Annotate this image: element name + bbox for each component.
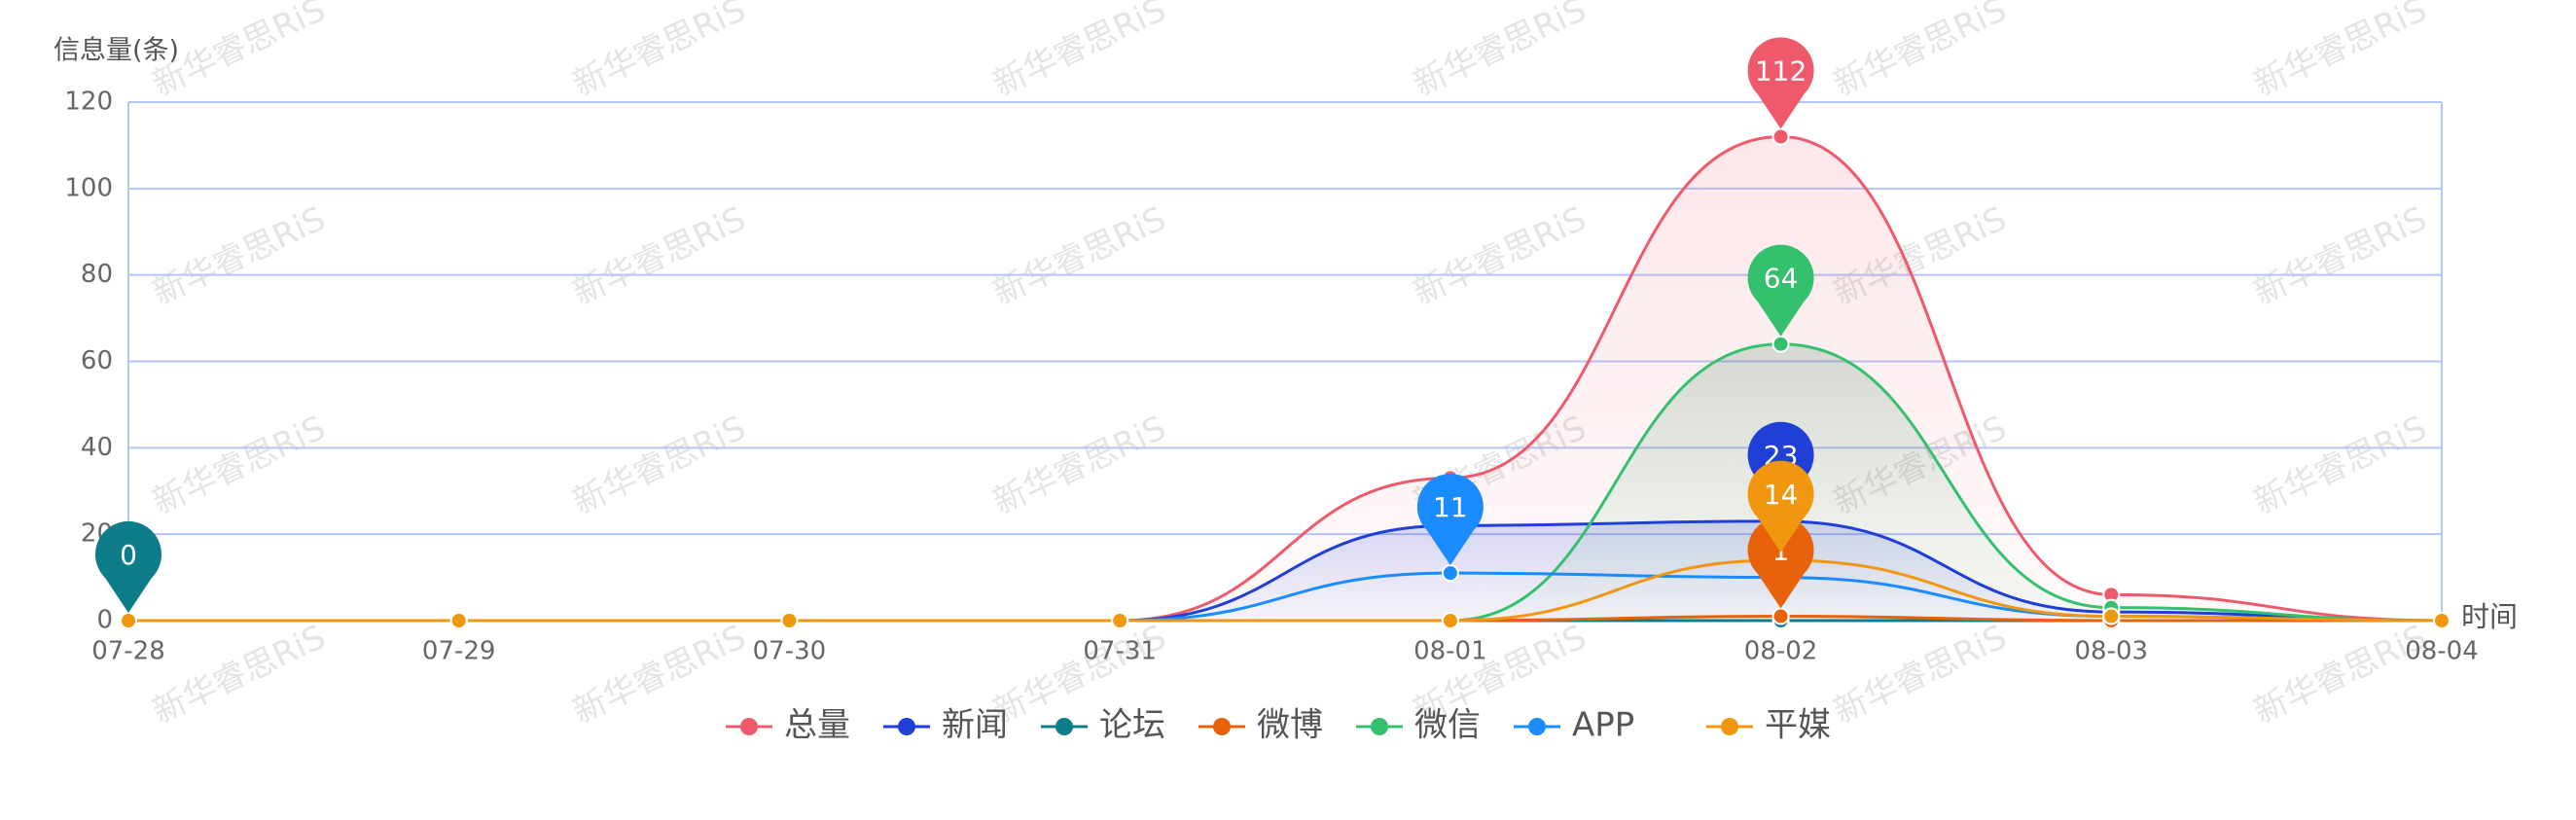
point: [2433, 612, 2451, 629]
y-tick-label: 40: [81, 433, 113, 462]
legend-swatch-dot: [1721, 718, 1738, 735]
legend-item: 平媒: [1706, 706, 1831, 745]
watermark: 新华睿思RiS: [147, 199, 332, 313]
max-pin: [1747, 37, 1814, 129]
watermark: 新华睿思RiS: [147, 409, 332, 522]
x-axis-title: 时间: [2461, 600, 2518, 633]
line: [127, 558, 2443, 623]
legend-label: 微博: [1257, 706, 1323, 745]
point: [780, 612, 799, 629]
y-tick-label: 100: [64, 173, 113, 202]
watermark: 新华睿思RiS: [1828, 0, 2013, 104]
watermark: 新华睿思RiS: [2248, 409, 2433, 522]
watermark: 新华睿思RiS: [987, 199, 1172, 313]
x-tick-label: 08-03: [2075, 637, 2149, 666]
point: [120, 612, 137, 629]
y-axis-title: 信息量(条): [54, 36, 179, 66]
legend-swatch-dot: [1055, 718, 1073, 735]
y-tick-label: 120: [64, 88, 113, 117]
legend-label: 平媒: [1765, 706, 1831, 745]
point: [1111, 612, 1129, 629]
line: [127, 135, 2443, 623]
watermark: 新华睿思RiS: [1408, 0, 1592, 104]
max-pin-label: 0: [120, 539, 137, 571]
y-tick-label: 60: [81, 346, 113, 375]
watermark: 新华睿思RiS: [567, 618, 752, 731]
watermark: 新华睿思RiS: [1408, 199, 1592, 313]
x-tick-label: 07-31: [1083, 637, 1157, 666]
watermark: 新华睿思RiS: [567, 409, 752, 522]
max-pin: [1747, 460, 1814, 553]
point: [1441, 612, 1459, 629]
point: [2102, 607, 2121, 625]
watermark: 新华睿思RiS: [987, 0, 1172, 104]
legend-label: APP: [1572, 706, 1634, 745]
watermark: 新华睿思RiS: [147, 618, 332, 731]
watermark: 新华睿思RiS: [2248, 0, 2433, 104]
legend-label: 微信: [1414, 706, 1481, 745]
max-pin: [1416, 474, 1484, 566]
point: [1771, 607, 1790, 625]
legend-swatch-dot: [1528, 718, 1546, 735]
legend-swatch-dot: [1213, 718, 1231, 735]
legend-label: 总量: [784, 706, 850, 745]
legend-swatch-dot: [740, 718, 758, 735]
legend-item: 论坛: [1041, 706, 1165, 745]
max-pin-label: 112: [1755, 55, 1807, 88]
point: [1771, 335, 1790, 353]
x-tick-label: 08-01: [1413, 637, 1487, 666]
watermark: 新华睿思RiS: [1828, 618, 2013, 731]
watermark: 新华睿思RiS: [987, 409, 1172, 522]
max-pin: [95, 520, 161, 613]
area: [128, 343, 2442, 621]
max-pin: [1747, 244, 1814, 337]
watermark: 新华睿思RiS: [567, 199, 752, 313]
legend-label: 论坛: [1099, 706, 1165, 745]
point: [1441, 564, 1459, 583]
legend-swatch-dot: [898, 718, 915, 735]
max-pin: [1747, 517, 1814, 609]
legend-swatch-dot: [1371, 718, 1388, 735]
watermark: 新华睿思RiS: [567, 0, 752, 104]
x-tick-label: 07-29: [422, 637, 496, 666]
legend-item: 微博: [1199, 706, 1323, 745]
x-tick-label: 08-04: [2405, 637, 2479, 666]
x-tick-label: 07-28: [91, 637, 165, 666]
legend-item: 微信: [1356, 706, 1481, 745]
legend-label: 新闻: [942, 706, 1008, 745]
max-pin-label: 11: [1433, 491, 1468, 523]
watermark: 新华睿思RiS: [2248, 618, 2433, 731]
legend-item: 总量: [726, 706, 850, 745]
x-tick-label: 07-30: [753, 637, 827, 666]
y-tick-label: 0: [96, 606, 113, 635]
x-tick-label: 08-02: [1744, 637, 1818, 666]
y-tick-label: 80: [81, 260, 113, 289]
point: [1771, 127, 1790, 146]
point: [449, 612, 468, 629]
legend-item: 新闻: [883, 706, 1008, 745]
legend-item: APP: [1514, 706, 1634, 745]
watermark: 新华睿思RiS: [2248, 199, 2433, 313]
max-pin-label: 64: [1764, 263, 1799, 295]
max-pin-label: 14: [1764, 479, 1799, 511]
